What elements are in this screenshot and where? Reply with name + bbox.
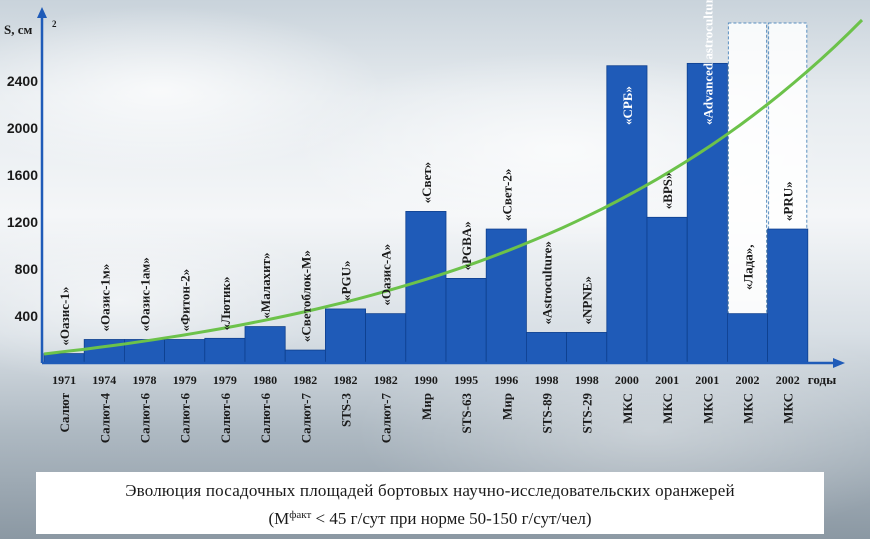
bar-label: «PGBA»: [459, 221, 474, 270]
bar-label: «Оазис-1ам»: [138, 257, 153, 331]
bar: [244, 326, 286, 364]
bar: [445, 277, 487, 364]
bar-label: «СРБ»: [620, 86, 635, 125]
x-tick-label: 2000: [615, 373, 639, 387]
bar: [767, 228, 809, 364]
bar: [164, 339, 206, 364]
station-label: Салют-7: [379, 393, 394, 444]
y-tick-label: 2000: [7, 120, 38, 136]
station-label: Мир: [499, 393, 514, 420]
station-label: Салют-6: [178, 393, 193, 444]
bar: [83, 339, 125, 364]
x-tick-label: 1979: [213, 373, 237, 387]
station-label: МКС: [741, 393, 756, 424]
x-axis-title: годы: [808, 372, 836, 387]
station-label: Салют-7: [298, 393, 313, 444]
x-tick-label: 1979: [173, 373, 197, 387]
station-label: МКС: [700, 393, 715, 424]
x-tick-label: 2001: [655, 373, 679, 387]
caption-superscript: факт: [289, 509, 312, 521]
bar: [204, 337, 246, 364]
bar-label: «PGU»: [339, 260, 354, 300]
chart-caption: Эволюция посадочных площадей бортовых на…: [36, 472, 824, 534]
bar-label: «Свет»: [419, 162, 434, 204]
x-tick-label: 1982: [293, 373, 317, 387]
station-label: STS-89: [540, 393, 555, 434]
bar-label: «Лютик»: [218, 276, 233, 330]
bar-label: «Astroculture»: [540, 241, 555, 324]
bar-label: «Оазис-1м»: [97, 264, 112, 332]
x-tick-label: 2002: [776, 373, 800, 387]
y-tick-label: 1600: [7, 167, 38, 183]
y-tick-label: 1200: [7, 214, 38, 230]
x-tick-label: 1995: [454, 373, 478, 387]
bar: [43, 353, 85, 364]
bar-label: «Фитон-2»: [178, 269, 193, 332]
bar-label: «Оазис-1»: [57, 287, 72, 346]
station-label: Мир: [419, 393, 434, 420]
x-tick-label: 1996: [494, 373, 518, 387]
caption-line-2: (Мфакт < 45 г/сут при норме 50-150 г/сут…: [36, 502, 824, 532]
x-tick-label: 1998: [535, 373, 559, 387]
trend-curve: [43, 18, 864, 356]
x-tick-label: 2002: [736, 373, 760, 387]
caption-suffix: < 45 г/сут при норме 50-150 г/сут/чел): [311, 509, 592, 528]
bar: [284, 349, 326, 364]
y-axis-title: S, см: [4, 22, 33, 37]
bar-label: «Лада»,: [741, 244, 756, 290]
x-tick-label: 1971: [52, 373, 76, 387]
y-tick-label: 400: [15, 308, 39, 324]
bar: [324, 308, 366, 364]
bar-label: «NPNE»: [580, 276, 595, 324]
bar: [686, 62, 728, 364]
x-axis-arrow: [833, 358, 845, 368]
x-tick-label: 1982: [374, 373, 398, 387]
bar-label: «Светоблок-М»: [298, 250, 313, 342]
station-label: Салют-6: [218, 393, 233, 444]
station-label: МКС: [781, 393, 796, 424]
caption-prefix: (М: [268, 509, 290, 528]
x-tick-label: 1980: [253, 373, 277, 387]
bar: [485, 228, 527, 364]
station-label: STS-3: [339, 393, 354, 427]
bar-label: «Малахит»: [258, 253, 273, 319]
bar-label: «Свет-2»: [499, 169, 514, 221]
station-label: Салют-4: [97, 393, 112, 444]
dashed-frame: [727, 22, 768, 364]
bar-label: «PRU»: [781, 181, 796, 221]
bar-label: «BPS»: [660, 172, 675, 209]
x-tick-label: 2001: [695, 373, 719, 387]
station-label: Салют-6: [258, 393, 273, 444]
x-tick-label: 1974: [92, 373, 116, 387]
bar-label: «Оазис-А»: [379, 244, 394, 306]
chart: 400 800 1200 1600 2000 2400 S, см 2 1971 Салют «Оа…: [4, 0, 864, 444]
y-tick-label: 2400: [7, 73, 38, 89]
station-label: МКС: [660, 393, 675, 424]
x-tick-label: 1998: [575, 373, 599, 387]
x-tick-label: 1982: [334, 373, 358, 387]
station-label: STS-63: [459, 393, 474, 434]
y-tick-label: 800: [15, 261, 39, 277]
station-label: Салют: [57, 392, 72, 432]
x-tick-label: 1978: [133, 373, 157, 387]
station-label: Салют-6: [138, 393, 153, 444]
y-axis-arrow: [37, 7, 47, 18]
bar: [727, 313, 769, 364]
bar: [566, 332, 608, 364]
y-axis-title-superscript: 2: [52, 19, 57, 29]
caption-line-1: Эволюция посадочных площадей бортовых на…: [125, 481, 735, 500]
bar: [405, 211, 447, 364]
station-label: МКС: [620, 393, 635, 424]
bar: [646, 216, 688, 364]
station-label: STS-29: [580, 393, 595, 434]
bar-label: «Advanced astroculture»: [700, 0, 715, 125]
bar: [365, 313, 407, 364]
bar: [526, 332, 568, 364]
x-tick-label: 1990: [414, 373, 438, 387]
